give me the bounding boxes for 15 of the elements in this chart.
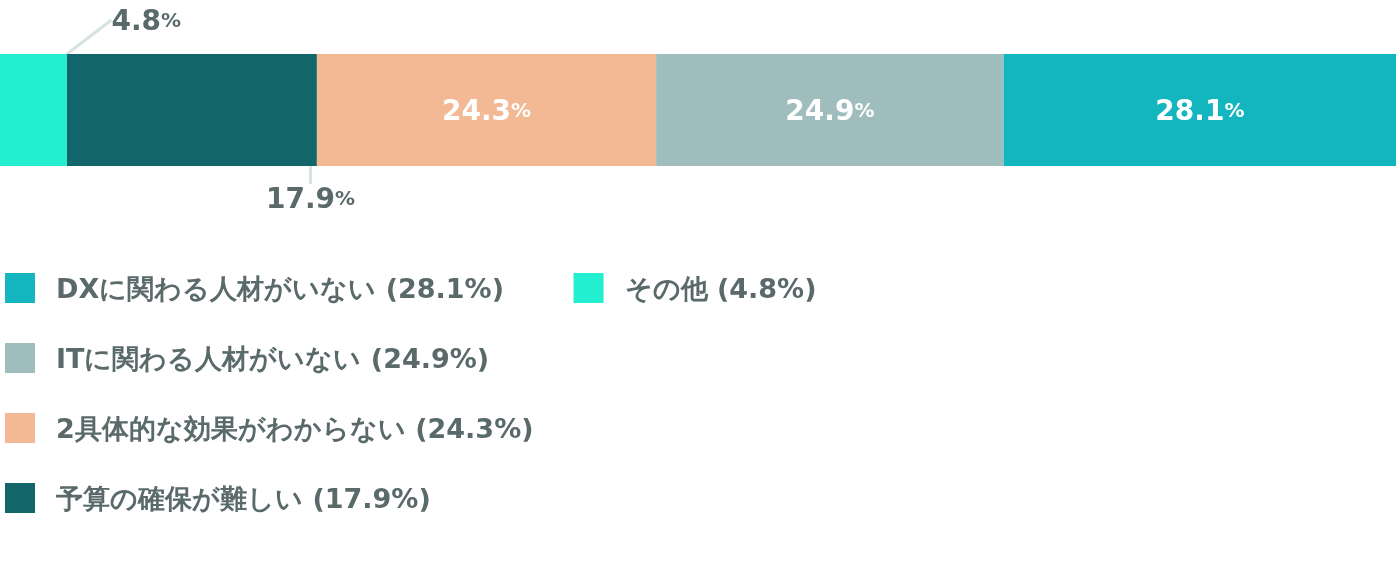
legend-label: ITに関わる人材がいない (24.9%) [56, 342, 490, 374]
data-label: 24.3% [441, 93, 532, 127]
data-label: 28.1% [1155, 93, 1245, 127]
legend-label: DXに関わる人材がいない (28.1%) [56, 272, 504, 304]
data-label: 17.9% [265, 181, 356, 215]
legend-label: 2具体的な効果がわからない (24.3%) [56, 412, 534, 444]
legend-label: その他 (4.8%) [624, 272, 817, 304]
bar [1003, 54, 1396, 166]
data-label: 4.8% [111, 3, 182, 37]
bar [0, 54, 68, 166]
data-label: 24.9% [785, 93, 875, 127]
bar [656, 54, 1004, 166]
bar [67, 54, 317, 166]
legend-label: 予算の確保が難しい (17.9%) [55, 482, 431, 514]
bar [316, 54, 657, 166]
